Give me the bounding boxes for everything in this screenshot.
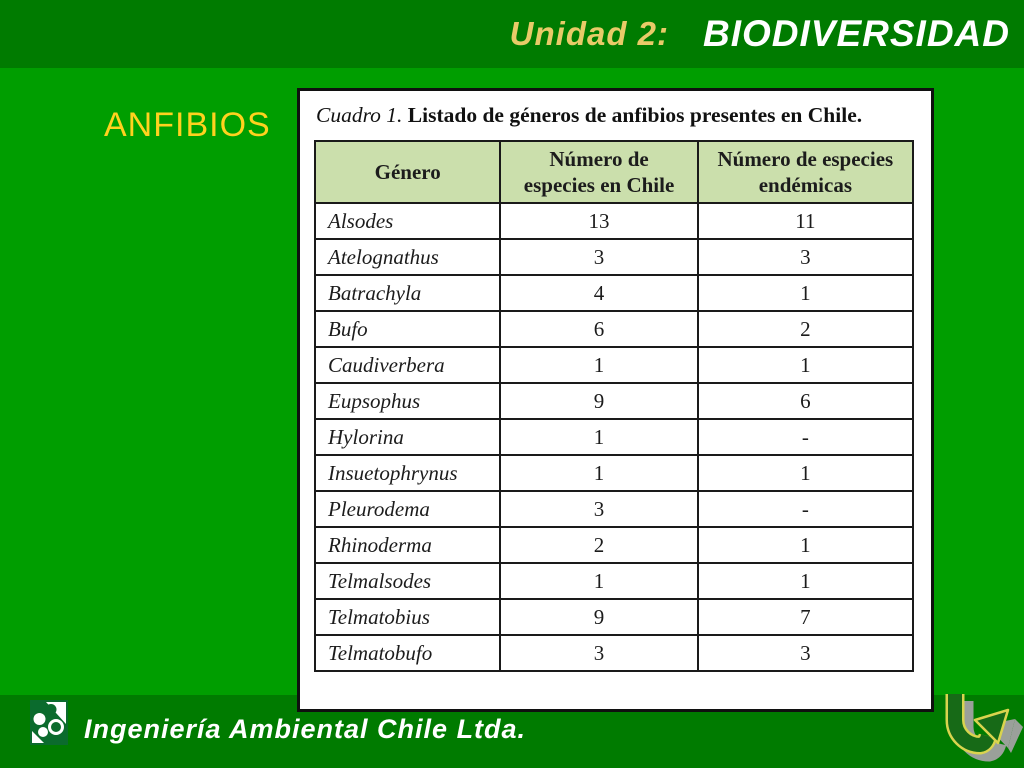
genus-cell: Hylorina	[313, 418, 502, 456]
unit-label: Unidad 2:	[509, 15, 670, 52]
genera-table: Género Número de especies en Chile Número …	[313, 140, 915, 672]
count-cell: 2	[696, 310, 915, 348]
count-cell: 3	[499, 490, 699, 528]
table-row: Rhinoderma 2 1	[313, 526, 915, 564]
count-cell: 1	[696, 346, 915, 384]
genus-cell: Alsodes	[313, 202, 502, 240]
count-cell: 3	[696, 238, 915, 276]
slide-title: BIODIVERSIDAD	[703, 13, 1010, 54]
footer-company-name: Ingeniería Ambiental Chile Ltda.	[84, 714, 527, 744]
table-row: Atelognathus 3 3	[313, 238, 915, 276]
table-row: Telmatobius 9 7	[313, 598, 915, 636]
genus-cell: Batrachyla	[313, 274, 502, 312]
table-row: Batrachyla 4 1	[313, 274, 915, 312]
count-cell: 6	[696, 382, 915, 420]
figure-caption-text: Listado de géneros de anfibios presentes…	[407, 103, 863, 127]
count-cell: 11	[696, 202, 915, 240]
table-body: Alsodes 13 11 Atelognathus 3 3 Batrachyla 4 1 Buf…	[313, 202, 915, 672]
table-row: Insuetophrynus 1 1	[313, 454, 915, 492]
column-header: Número de especies en Chile	[499, 140, 699, 204]
count-cell: 4	[499, 274, 699, 312]
count-cell: 13	[499, 202, 699, 240]
count-cell: 6	[499, 310, 699, 348]
table-row: Pleurodema 3-	[313, 490, 915, 528]
count-cell: 1	[696, 562, 915, 600]
count-cell: 7	[696, 598, 915, 636]
table-row: Alsodes 13 11	[313, 202, 915, 240]
count-cell: 1	[696, 526, 915, 564]
count-cell: 1	[499, 346, 699, 384]
genus-cell: Telmatobius	[313, 598, 502, 636]
count-cell: -	[696, 418, 915, 456]
genus-cell: Eupsophus	[313, 382, 502, 420]
table-row: Caudiverbera 1 1	[313, 346, 915, 384]
table-row: Bufo 6 2	[313, 310, 915, 348]
count-cell: 3	[499, 238, 699, 276]
column-header: Género	[313, 140, 502, 204]
count-cell: 9	[499, 598, 699, 636]
genus-cell: Atelognathus	[313, 238, 502, 276]
count-cell: 1	[696, 274, 915, 312]
section-label-anfibios: ANFIBIOS	[104, 106, 271, 144]
count-cell: 2	[499, 526, 699, 564]
table-row: Eupsophus 9 6	[313, 382, 915, 420]
count-cell: 1	[499, 562, 699, 600]
table-figure: Cuadro 1. Listado de géneros de anfibios…	[297, 88, 934, 712]
table-row: Telmalsodes 1 1	[313, 562, 915, 600]
column-header: Número de especies endémicas	[696, 140, 915, 204]
figure-caption: Cuadro 1. Listado de géneros de anfibios…	[316, 103, 919, 128]
genus-cell: Insuetophrynus	[313, 454, 502, 492]
table-row: Hylorina 1-	[313, 418, 915, 456]
figure-caption-number: Cuadro 1.	[316, 103, 403, 127]
count-cell: 3	[499, 634, 699, 672]
genus-cell: Caudiverbera	[313, 346, 502, 384]
table-head-row: Género Número de especies en Chile Número …	[313, 140, 915, 204]
genus-cell: Rhinoderma	[313, 526, 502, 564]
count-cell: 3	[696, 634, 915, 672]
table-row: Telmatobufo 3 3	[313, 634, 915, 672]
count-cell: 9	[499, 382, 699, 420]
count-cell: 1	[499, 418, 699, 456]
u-turn-arrow-icon	[945, 694, 1023, 762]
company-logo-icon	[30, 700, 68, 745]
genus-cell: Bufo	[313, 310, 502, 348]
count-cell: -	[696, 490, 915, 528]
genus-cell: Pleurodema	[313, 490, 502, 528]
genus-cell: Telmatobufo	[313, 634, 502, 672]
header-bar: Unidad 2: BIODIVERSIDAD	[0, 0, 1024, 68]
count-cell: 1	[499, 454, 699, 492]
count-cell: 1	[696, 454, 915, 492]
genus-cell: Telmalsodes	[313, 562, 502, 600]
